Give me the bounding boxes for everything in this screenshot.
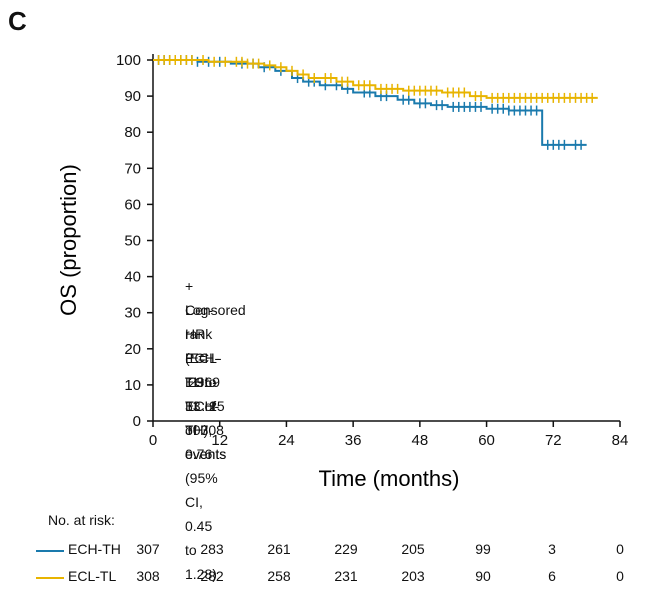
risk-value: 258 <box>267 568 291 584</box>
x-tick-label: 60 <box>478 432 495 449</box>
x-tick-label: 84 <box>612 432 629 449</box>
risk-value: 307 <box>136 541 160 557</box>
risk-value: 0 <box>616 568 624 584</box>
y-tick-label: 10 <box>124 377 141 394</box>
y-tick-label: 90 <box>124 88 141 105</box>
y-tick-label: 0 <box>133 413 141 430</box>
y-tick-label: 40 <box>124 269 141 286</box>
y-tick-label: 80 <box>124 124 141 141</box>
axes: 0 10 20 30 40 50 60 70 80 90 100 0 12 24 36 48 60 72 84 <box>116 52 628 449</box>
x-tick-label: 36 <box>345 432 362 449</box>
y-tick-label: 20 <box>124 341 141 358</box>
survival-curves <box>153 55 598 150</box>
x-tick-label: 12 <box>211 432 228 449</box>
risk-value: 308 <box>136 568 160 584</box>
x-tick-label: 48 <box>412 432 429 449</box>
risk-value: 90 <box>475 568 491 584</box>
logrank-note: Log-rank P = .2969 <box>185 302 221 390</box>
risk-value: 283 <box>200 541 224 557</box>
x-tick-label: 72 <box>545 432 562 449</box>
ecl-events-note: ECL-TL: 25 of 308 events <box>185 374 227 462</box>
y-tick-label: 50 <box>124 233 141 250</box>
y-tick-label: 60 <box>124 196 141 213</box>
risk-value: 203 <box>401 568 425 584</box>
y-tick-label: 70 <box>124 160 141 177</box>
risk-value: 231 <box>334 568 358 584</box>
risk-legend-swatch <box>36 550 64 552</box>
risk-value: 261 <box>267 541 291 557</box>
risk-legend-swatch <box>36 577 64 579</box>
risk-value: 6 <box>548 568 556 584</box>
km-chart: 0 10 20 30 40 50 60 70 80 90 100 0 12 24 36 48 60 72 84 OS… <box>56 52 628 491</box>
risk-value: 229 <box>334 541 358 557</box>
y-tick-label: 30 <box>124 305 141 322</box>
censored-note: + Censored <box>185 278 246 318</box>
risk-row-ecl-tl: ECL-TL 308 282 258 231 203 90 6 0 <box>0 568 652 588</box>
risk-value: 99 <box>475 541 491 557</box>
y-axis-label: OS (proportion) <box>56 164 81 316</box>
risk-value: 205 <box>401 541 425 557</box>
panel-label: C <box>8 6 27 36</box>
curve-ech-th <box>153 59 587 146</box>
ech-events-note: ECH-TH: 33 of 307 events <box>185 350 227 462</box>
x-axis-label: Time (months) <box>319 466 460 491</box>
risk-row-label: ECH-TH <box>68 541 121 557</box>
x-tick-label: 0 <box>149 432 157 449</box>
risk-row-ech-th: ECH-TH 307 283 261 229 205 99 3 0 <box>0 541 652 561</box>
x-tick-label: 24 <box>278 432 295 449</box>
risk-value: 0 <box>616 541 624 557</box>
risk-value: 3 <box>548 541 556 557</box>
risk-value: 282 <box>200 568 224 584</box>
curve-ecl-tl <box>153 59 598 99</box>
risk-row-label: ECL-TL <box>68 568 117 584</box>
risk-table-title: No. at risk: <box>48 512 115 528</box>
hazard-ratio-note: HR (ECL-TL to ECH-TH), 0.76 (95% CI, 0.4… <box>185 326 222 582</box>
y-tick-label: 100 <box>116 52 141 69</box>
